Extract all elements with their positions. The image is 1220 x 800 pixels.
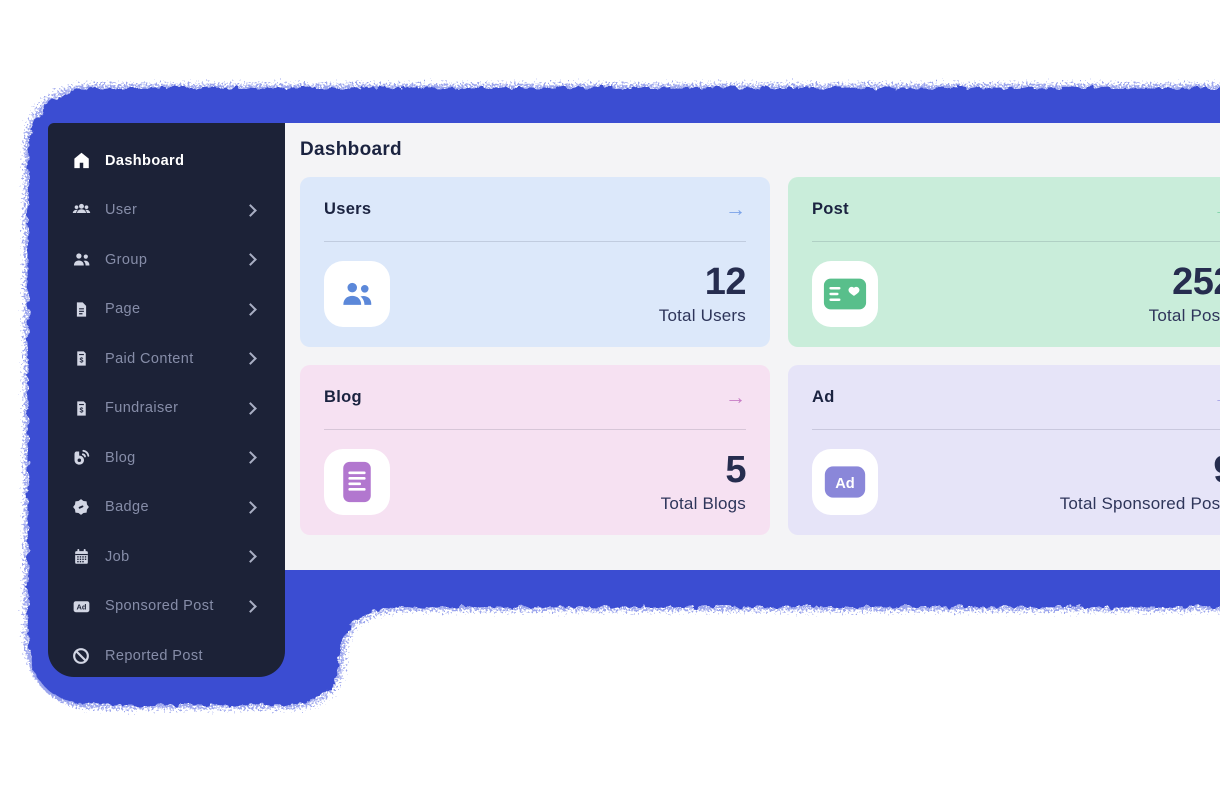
sidebar-item-reported-post[interactable]: Reported Post xyxy=(48,631,285,681)
blog-icon xyxy=(70,447,92,469)
sidebar-item-job[interactable]: Job xyxy=(48,532,285,582)
sidebar-item-label: Page xyxy=(105,301,141,318)
chevron-right-icon xyxy=(244,253,257,267)
chevron-right-icon xyxy=(244,599,257,613)
stat-label: Total Sponsored Posts xyxy=(1059,493,1220,513)
sidebar-item-label: Dashboard xyxy=(105,152,185,169)
users-icon xyxy=(324,261,390,327)
chevron-right-icon xyxy=(244,550,257,564)
ad-badge-icon: Ad xyxy=(812,449,878,515)
user-group-icon xyxy=(70,199,92,221)
page-title: Dashboard xyxy=(300,139,402,160)
card-title: Ad xyxy=(812,387,835,406)
sidebar-item-sponsored-post[interactable]: Ad Sponsored Post xyxy=(48,582,285,632)
chevron-right-icon xyxy=(244,352,257,366)
svg-text:$: $ xyxy=(79,357,83,365)
sidebar: Dashboard User Group Page $ Paid Content… xyxy=(48,123,285,677)
sidebar-item-blog[interactable]: Blog xyxy=(48,433,285,483)
paid-content-icon: $ xyxy=(70,348,92,370)
card-title: Blog xyxy=(324,387,362,406)
sidebar-item-fundraiser[interactable]: $ Fundraiser xyxy=(48,384,285,434)
users-card[interactable]: Users → 12 Total Users xyxy=(300,177,770,347)
chevron-right-icon xyxy=(244,203,257,217)
sidebar-item-page[interactable]: Page xyxy=(48,285,285,335)
sidebar-item-paid-content[interactable]: $ Paid Content xyxy=(48,334,285,384)
ad-card[interactable]: Ad → Ad 9 Total Sponsored Posts xyxy=(788,365,1220,535)
sidebar-item-label: User xyxy=(105,202,138,219)
sidebar-item-label: Paid Content xyxy=(105,350,194,367)
card-title: Users xyxy=(324,199,372,218)
stat-value: 5 xyxy=(725,448,746,491)
home-icon xyxy=(70,150,92,172)
arrow-right-icon[interactable]: → xyxy=(725,385,746,409)
stat-label: Total Blogs xyxy=(660,493,746,513)
sidebar-item-label: Fundraiser xyxy=(105,400,179,417)
blocked-icon xyxy=(70,645,92,667)
svg-text:Ad: Ad xyxy=(835,476,855,492)
post-icon xyxy=(812,261,878,327)
sidebar-item-badge[interactable]: Badge xyxy=(48,483,285,533)
chevron-right-icon xyxy=(244,302,257,316)
sidebar-item-user[interactable]: User xyxy=(48,186,285,236)
job-icon xyxy=(70,546,92,568)
chevron-right-icon xyxy=(244,401,257,415)
sidebar-item-label: Job xyxy=(105,548,130,565)
stat-value: 9 xyxy=(1060,451,1220,489)
sidebar-item-label: Reported Post xyxy=(105,647,203,664)
stat-label: Total Users xyxy=(658,305,746,325)
svg-text:Ad: Ad xyxy=(76,602,86,611)
chevron-right-icon xyxy=(244,500,257,514)
sidebar-item-label: Blog xyxy=(105,449,136,466)
badge-icon xyxy=(70,496,92,518)
main-content: Dashboard Users → 12 Total Users Post → xyxy=(285,123,1220,570)
sidebar-item-label: Badge xyxy=(105,499,149,516)
svg-text:$: $ xyxy=(79,406,83,414)
arrow-right-icon[interactable]: → xyxy=(1213,387,1220,408)
stat-cards-grid: Users → 12 Total Users Post → xyxy=(300,177,1220,535)
blog-doc-icon xyxy=(324,449,390,515)
card-title: Post xyxy=(812,199,849,218)
sidebar-item-label: Group xyxy=(105,251,148,268)
sidebar-item-group[interactable]: Group xyxy=(48,235,285,285)
stat-label: Total Posts xyxy=(1148,305,1220,325)
sidebar-item-dashboard[interactable]: Dashboard xyxy=(48,136,285,186)
arrow-right-icon[interactable]: → xyxy=(725,197,746,221)
chevron-right-icon xyxy=(244,451,257,465)
fundraiser-icon: $ xyxy=(70,397,92,419)
stat-value: 252 xyxy=(1172,260,1220,303)
arrow-right-icon[interactable]: → xyxy=(1213,199,1220,220)
page-icon xyxy=(70,298,92,320)
ad-icon: Ad xyxy=(70,595,92,617)
stat-value: 12 xyxy=(704,260,747,303)
post-card[interactable]: Post → 252 Total Posts xyxy=(788,177,1220,347)
sidebar-item-label: Sponsored Post xyxy=(105,598,214,615)
group-icon xyxy=(70,249,92,271)
blog-card[interactable]: Blog → 5 Total Blogs xyxy=(300,365,770,535)
